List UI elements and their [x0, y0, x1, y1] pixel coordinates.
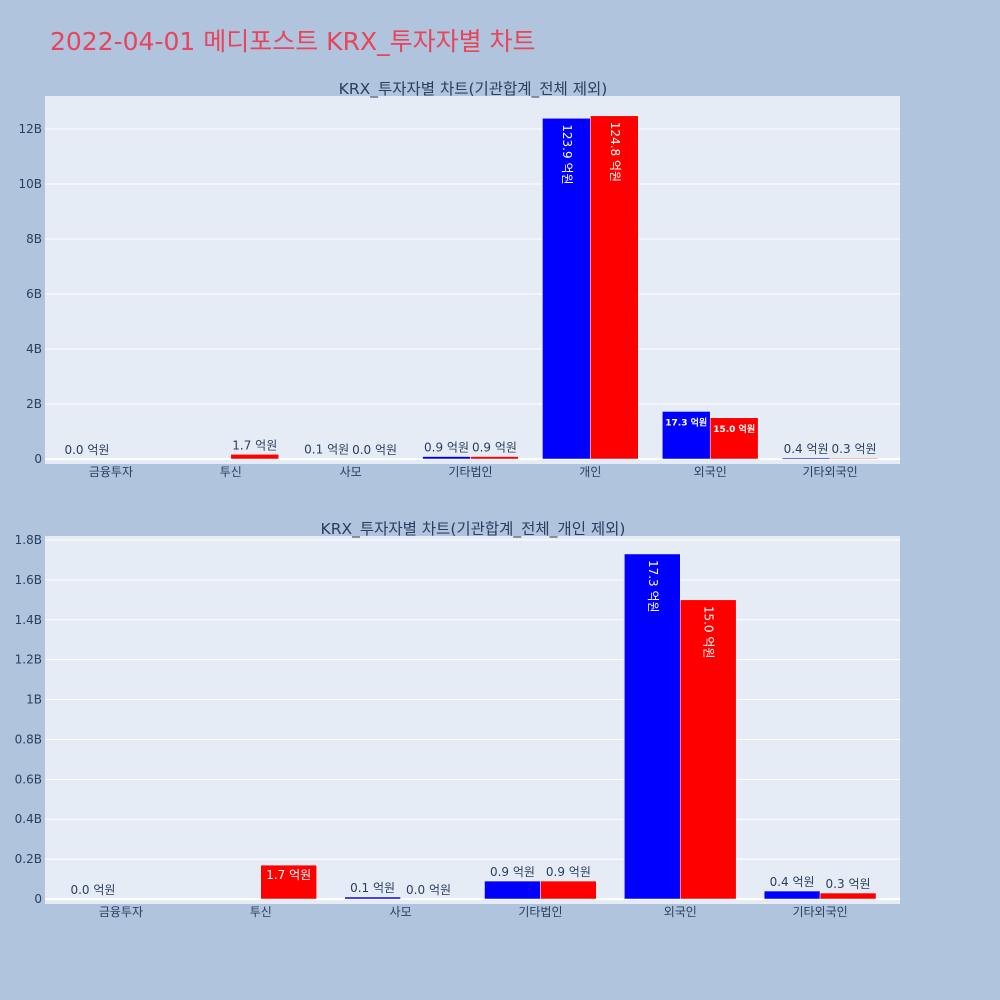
y-tick-label: 1.4B [15, 613, 42, 627]
x-tick-label: 기타법인 [448, 465, 492, 479]
data-label: 0.0 억원 [352, 443, 397, 457]
x-tick-label: 사모 [390, 905, 412, 919]
x-tick-label: 외국인 [694, 465, 727, 479]
data-label: 0.0 억원 [70, 883, 115, 897]
y-tick-label: 0.6B [15, 772, 42, 786]
bar [819, 892, 877, 900]
data-label: 1.7 억원 [232, 438, 277, 452]
bar [422, 456, 471, 460]
x-tick-label: 기타법인 [518, 905, 562, 919]
bar [709, 417, 759, 460]
x-tick-label: 금융투자 [99, 905, 143, 919]
plot-area [45, 536, 900, 904]
data-label: 0.1 억원 [304, 443, 349, 457]
x-tick-label: 사모 [340, 465, 362, 479]
bar [680, 599, 737, 900]
chart-investor-excl-individual: KRX_투자자별 차트(기관합계_전체_개인 제외) 0 0.2B 0.4B 0.6B 0… [15, 520, 900, 919]
plot-area [45, 96, 900, 464]
y-tick-label: 2B [26, 397, 42, 411]
y-tick-label: 0 [34, 452, 42, 466]
y-tick-label: 12B [18, 122, 42, 136]
y-tick-label: 0.8B [15, 732, 42, 746]
chart-title: KRX_투자자별 차트(기관합계_전체_개인 제외) [321, 520, 626, 539]
data-label: 0.3 억원 [832, 442, 877, 456]
x-tick-label: 기타외국인 [792, 905, 847, 919]
y-tick-label: 1.8B [15, 533, 42, 547]
y-tick-label: 1.2B [15, 653, 42, 667]
y-tick-label: 10B [18, 177, 42, 191]
bar [624, 553, 681, 900]
data-label: 17.3 억원 [665, 416, 707, 428]
data-label: 0.1 억원 [350, 881, 395, 895]
data-label: 0.0 억원 [406, 883, 451, 897]
data-label: 0.9 억원 [546, 865, 591, 879]
bar [781, 457, 831, 460]
y-tick-label: 1.6B [15, 573, 42, 587]
bar [484, 880, 541, 900]
x-tick-label: 외국인 [664, 905, 697, 919]
x-tick-label: 개인 [579, 465, 601, 479]
x-tick-label: 투신 [250, 905, 272, 919]
bar [470, 456, 519, 460]
y-tick-label: 0.2B [15, 852, 42, 866]
bar [344, 896, 401, 900]
bar [542, 118, 591, 460]
data-label: 1.7 억원 [266, 868, 311, 882]
chart-investor-all: KRX_투자자별 차트(기관합계_전체 제외) 0 2B 4B 6B 8B 10B 12B 금융… [18, 80, 900, 479]
bar [540, 880, 597, 900]
y-tick-label: 0.4B [15, 812, 42, 826]
data-label: 0.0 억원 [64, 443, 109, 457]
bar [260, 864, 317, 900]
data-label: 0.4 억원 [784, 442, 829, 456]
bar [662, 411, 711, 460]
data-label: 17.3 억원 [646, 560, 660, 613]
x-tick-label: 기타외국인 [802, 465, 857, 479]
data-label: 123.9 억원 [560, 124, 574, 184]
bar [590, 115, 639, 460]
y-tick-label: 1B [26, 693, 42, 707]
x-tick-label: 금융투자 [89, 465, 133, 479]
y-tick-label: 4B [26, 342, 42, 356]
chart-title: KRX_투자자별 차트(기관합계_전체 제외) [339, 80, 608, 99]
data-label: 15.0 억원 [713, 423, 755, 435]
bar [829, 457, 879, 460]
data-label: 0.3 억원 [826, 877, 871, 891]
y-tick-label: 0 [34, 892, 42, 906]
data-label: 0.9 억원 [424, 441, 469, 455]
y-tick-label: 6B [26, 287, 42, 301]
data-label: 0.9 억원 [472, 441, 517, 455]
page-title: 2022-04-01 메디포스트 KRX_투자자별 차트 [50, 27, 536, 56]
bar [763, 890, 821, 900]
data-label: 0.4 억원 [770, 875, 815, 889]
y-tick-label: 8B [26, 232, 42, 246]
x-tick-label: 투신 [220, 465, 242, 479]
bar [230, 454, 279, 460]
data-label: 15.0 억원 [702, 606, 716, 659]
data-label: 0.9 억원 [490, 865, 535, 879]
data-label: 124.8 억원 [608, 122, 622, 182]
